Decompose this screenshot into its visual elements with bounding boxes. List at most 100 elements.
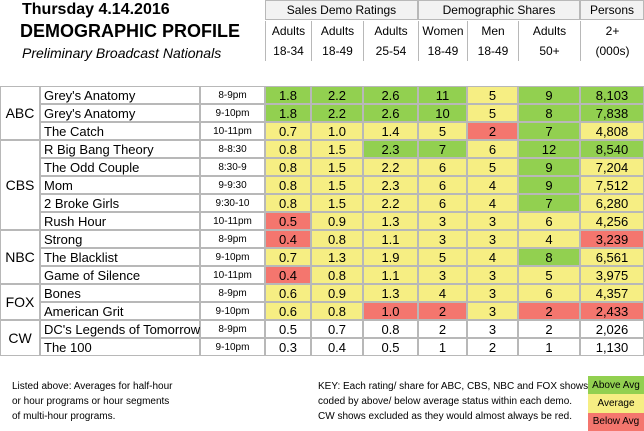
time-slot: 10-11pm [200, 122, 265, 140]
value-cell: 5 [418, 248, 467, 266]
value-cell: 11 [418, 86, 467, 104]
column-header: Adults [518, 21, 580, 41]
title: Thursday 4.14.2016 [22, 1, 170, 18]
value-cell: 4 [418, 284, 467, 302]
show-name: Strong [40, 230, 200, 248]
column-header: 18-49 [418, 41, 467, 61]
value-cell: 3,975 [580, 266, 644, 284]
value-cell: 5 [418, 122, 467, 140]
value-cell: 2 [518, 302, 580, 320]
column-header: Men [467, 21, 518, 41]
value-cell: 0.6 [265, 302, 311, 320]
time-slot: 10-11pm [200, 266, 265, 284]
value-cell: 5 [518, 266, 580, 284]
group-header: Demographic Shares [418, 0, 580, 20]
value-cell: 0.7 [311, 320, 363, 338]
value-cell: 0.8 [265, 140, 311, 158]
value-cell: 0.7 [265, 122, 311, 140]
value-cell: 2.6 [363, 104, 418, 122]
network-label: ABC [0, 86, 40, 140]
show-name: DC's Legends of Tomorrow [40, 320, 200, 338]
value-cell: 0.8 [265, 158, 311, 176]
show-name: Mom [40, 176, 200, 194]
value-cell: 10 [418, 104, 467, 122]
value-cell: 7 [518, 194, 580, 212]
value-cell: 5 [467, 86, 518, 104]
value-cell: 2.3 [363, 176, 418, 194]
value-cell: 0.8 [265, 176, 311, 194]
value-cell: 3 [418, 266, 467, 284]
value-cell: 1.0 [363, 302, 418, 320]
value-cell: 3 [467, 284, 518, 302]
value-cell: 6 [518, 212, 580, 230]
value-cell: 0.8 [265, 194, 311, 212]
time-slot: 9-10pm [200, 104, 265, 122]
time-slot: 9-9:30 [200, 176, 265, 194]
value-cell: 6 [518, 284, 580, 302]
value-cell: 6,561 [580, 248, 644, 266]
value-cell: 0.8 [311, 230, 363, 248]
value-cell: 2.6 [363, 86, 418, 104]
value-cell: 0.6 [265, 284, 311, 302]
value-cell: 1.1 [363, 230, 418, 248]
value-cell: 1.3 [311, 248, 363, 266]
value-cell: 6,280 [580, 194, 644, 212]
value-cell: 4 [467, 248, 518, 266]
time-slot: 9-10pm [200, 338, 265, 356]
value-cell: 1.9 [363, 248, 418, 266]
value-cell: 8 [518, 104, 580, 122]
subtitle: DEMOGRAPHIC PROFILE [20, 21, 241, 41]
value-cell: 2 [418, 302, 467, 320]
value-cell: 2 [418, 320, 467, 338]
value-cell: 9 [518, 86, 580, 104]
value-cell: 4,357 [580, 284, 644, 302]
value-cell: 6 [418, 176, 467, 194]
value-cell: 7,838 [580, 104, 644, 122]
value-cell: 0.3 [265, 338, 311, 356]
network-label: FOX [0, 284, 40, 320]
key-text: KEY: Each rating/ share for ABC, CBS, NB… [318, 381, 634, 392]
column-header: Women [418, 21, 467, 41]
network-label: CW [0, 320, 40, 356]
value-cell: 7,204 [580, 158, 644, 176]
key-text: coded by above/ below average status wit… [318, 396, 573, 407]
value-cell: 0.8 [311, 266, 363, 284]
value-cell: 0.5 [265, 320, 311, 338]
key-text: CW shows excluded as they would almost a… [318, 411, 573, 422]
show-name: R Big Bang Theory [40, 140, 200, 158]
show-name: Rush Hour [40, 212, 200, 230]
show-name: Game of Silence [40, 266, 200, 284]
value-cell: 9 [518, 176, 580, 194]
value-cell: 2 [518, 320, 580, 338]
value-cell: 4,256 [580, 212, 644, 230]
value-cell: 8 [518, 248, 580, 266]
value-cell: 0.4 [265, 266, 311, 284]
value-cell: 0.4 [265, 230, 311, 248]
value-cell: 7 [518, 122, 580, 140]
value-cell: 1.4 [363, 122, 418, 140]
value-cell: 0.8 [311, 302, 363, 320]
value-cell: 1,130 [580, 338, 644, 356]
value-cell: 3 [467, 266, 518, 284]
value-cell: 2,433 [580, 302, 644, 320]
legend-item: Below Avg [588, 412, 644, 431]
value-cell: 8,540 [580, 140, 644, 158]
value-cell: 1.5 [311, 140, 363, 158]
value-cell: 12 [518, 140, 580, 158]
show-name: Bones [40, 284, 200, 302]
value-cell: 1.5 [311, 158, 363, 176]
column-header: 18-34 [265, 41, 311, 61]
value-cell: 1.3 [363, 284, 418, 302]
column-header: 50+ [518, 41, 580, 61]
value-cell: 6 [418, 194, 467, 212]
column-header: 18-49 [311, 41, 363, 61]
column-header: (000s) [580, 41, 644, 61]
legend-item: Average [588, 394, 644, 413]
show-name: The Blacklist [40, 248, 200, 266]
value-cell: 2,026 [580, 320, 644, 338]
value-cell: 2.2 [363, 194, 418, 212]
column-header: 25-54 [363, 41, 418, 61]
value-cell: 1.8 [265, 86, 311, 104]
value-cell: 5 [467, 158, 518, 176]
